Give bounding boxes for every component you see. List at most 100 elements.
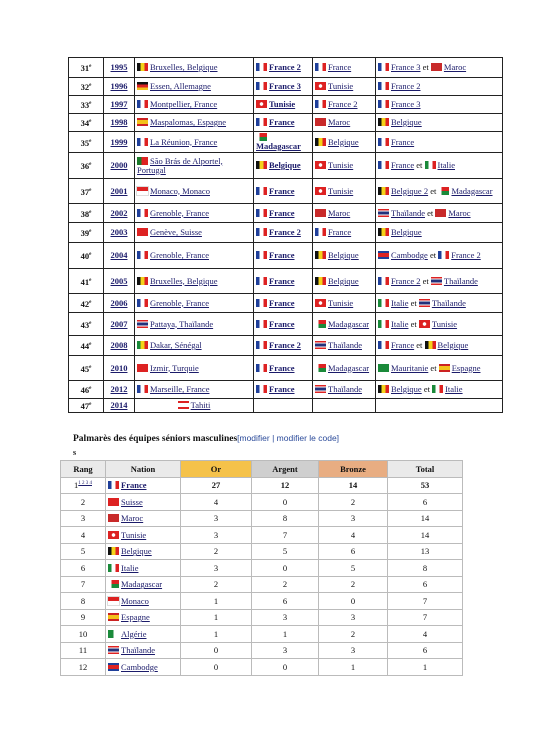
- host-link[interactable]: Bruxelles, Belgique: [150, 62, 218, 72]
- team-link[interactable]: France 2: [391, 81, 421, 91]
- host-link[interactable]: São Brás de Alportel, Portugal: [137, 155, 223, 175]
- year-link[interactable]: 2003: [110, 227, 128, 237]
- host-link[interactable]: Grenoble, France: [150, 250, 210, 260]
- host-link[interactable]: La Réunion, France: [150, 136, 218, 147]
- host-link[interactable]: Monaco, Monaco: [150, 185, 210, 196]
- year-link[interactable]: 2000: [110, 160, 128, 170]
- host-link[interactable]: Grenoble, France: [150, 297, 210, 308]
- nation-link[interactable]: Thaïlande: [121, 645, 155, 656]
- host-link[interactable]: Marseille, France: [150, 384, 210, 394]
- team-link[interactable]: Madagascar: [328, 318, 370, 329]
- team-link[interactable]: France 3: [391, 62, 421, 72]
- year-link[interactable]: 1998: [110, 117, 128, 127]
- team-link[interactable]: Thaïlande: [328, 340, 362, 350]
- year-link[interactable]: 2006: [110, 297, 128, 308]
- team-link[interactable]: Maroc: [328, 207, 351, 218]
- team-link[interactable]: Italie: [391, 297, 409, 308]
- year-link[interactable]: 2004: [110, 250, 128, 260]
- nation-link[interactable]: Monaco: [121, 595, 149, 606]
- nation-link[interactable]: Belgique: [121, 546, 152, 557]
- team-link[interactable]: Thaïlande: [431, 297, 466, 308]
- team-link[interactable]: Thaïlande: [328, 384, 362, 394]
- host-link[interactable]: Grenoble, France: [150, 207, 210, 218]
- year-link[interactable]: 2014: [110, 400, 128, 410]
- team-link[interactable]: France: [328, 62, 352, 72]
- team-link[interactable]: France 2: [269, 227, 301, 237]
- team-link[interactable]: France: [269, 117, 295, 127]
- team-link[interactable]: Italie: [445, 384, 463, 394]
- team-link[interactable]: Thaïlande: [443, 275, 478, 286]
- team-link[interactable]: Italie: [437, 160, 455, 170]
- team-link[interactable]: Mauritanie: [391, 362, 429, 373]
- host-link[interactable]: Pattaya, Thaïlande: [150, 318, 214, 329]
- team-link[interactable]: France 3: [269, 81, 301, 91]
- team-link[interactable]: France 3: [391, 99, 421, 109]
- year-link[interactable]: 2005: [110, 275, 128, 286]
- team-link[interactable]: Madagascar: [328, 362, 370, 373]
- team-link[interactable]: France 2: [269, 62, 301, 72]
- year-link[interactable]: 2010: [110, 362, 128, 373]
- edit-links[interactable]: [modifier | modifier le code]: [237, 433, 340, 443]
- year-link[interactable]: 2001: [110, 185, 128, 196]
- host-link[interactable]: Bruxelles, Belgique: [150, 275, 218, 286]
- year-link[interactable]: 1996: [110, 81, 128, 91]
- team-link[interactable]: France: [269, 207, 295, 218]
- team-link[interactable]: France 2: [269, 340, 301, 350]
- year-link[interactable]: 2007: [110, 318, 128, 329]
- team-link[interactable]: Belgique: [391, 117, 422, 127]
- nation-link[interactable]: Algérie: [121, 628, 147, 639]
- team-link[interactable]: Tunisie: [328, 297, 354, 308]
- team-link[interactable]: Belgique: [328, 250, 359, 260]
- year-link[interactable]: 1999: [110, 136, 128, 147]
- team-link[interactable]: Belgique 2: [391, 185, 429, 196]
- team-link[interactable]: Belgique: [269, 160, 301, 170]
- nation-link[interactable]: Espagne: [121, 612, 150, 623]
- team-link[interactable]: France: [391, 160, 415, 170]
- nation-link[interactable]: Cambodge: [121, 661, 158, 672]
- nation-link[interactable]: France: [121, 480, 147, 491]
- host-link[interactable]: Izmir, Turquie: [150, 362, 199, 373]
- team-link[interactable]: Madagascar: [451, 185, 493, 196]
- team-link[interactable]: Maroc: [328, 117, 351, 127]
- team-link[interactable]: Tunisie: [328, 81, 354, 91]
- year-link[interactable]: 2002: [110, 207, 128, 218]
- nation-link[interactable]: Maroc: [121, 513, 144, 524]
- team-link[interactable]: Belgique: [437, 340, 469, 350]
- team-link[interactable]: Tunisie: [328, 160, 354, 170]
- host-link[interactable]: Maspalomas, Espagne: [150, 117, 227, 127]
- team-link[interactable]: France: [269, 384, 295, 394]
- team-link[interactable]: Belgique: [391, 384, 422, 394]
- team-link[interactable]: France: [269, 297, 295, 308]
- team-link[interactable]: Tunisie: [431, 318, 458, 329]
- team-link[interactable]: Belgique: [328, 136, 359, 147]
- team-link[interactable]: Tunisie: [328, 185, 354, 196]
- nation-link[interactable]: Tunisie: [121, 529, 147, 540]
- team-link[interactable]: Cambodge: [391, 250, 428, 260]
- team-link[interactable]: France: [269, 185, 295, 196]
- host-link[interactable]: Genève, Suisse: [150, 227, 202, 237]
- host-link[interactable]: Montpellier, France: [150, 99, 218, 109]
- team-link[interactable]: Maroc: [443, 62, 467, 72]
- team-link[interactable]: France: [269, 362, 295, 373]
- team-link[interactable]: Belgique: [391, 227, 422, 237]
- nation-link[interactable]: Madagascar: [121, 579, 163, 590]
- team-link[interactable]: France: [269, 275, 295, 286]
- year-link[interactable]: 1995: [110, 62, 128, 72]
- team-link[interactable]: Italie: [391, 318, 409, 329]
- team-link[interactable]: France: [391, 340, 415, 350]
- team-link[interactable]: France: [269, 318, 295, 329]
- team-link[interactable]: France 2: [328, 99, 358, 109]
- team-link[interactable]: France 2: [451, 250, 481, 260]
- team-link[interactable]: Madagascar: [256, 141, 301, 151]
- nation-link[interactable]: Suisse: [121, 496, 143, 507]
- year-link[interactable]: 2008: [110, 340, 128, 350]
- rank-notes[interactable]: 1 2 3 4: [78, 481, 92, 487]
- team-link[interactable]: Espagne: [451, 362, 481, 373]
- team-link[interactable]: France 2: [391, 275, 421, 286]
- year-link[interactable]: 1997: [110, 99, 128, 109]
- year-link[interactable]: 2012: [110, 384, 128, 394]
- team-link[interactable]: France: [328, 227, 352, 237]
- team-link[interactable]: France: [391, 136, 415, 147]
- team-link[interactable]: Thaïlande: [391, 207, 425, 218]
- team-link[interactable]: France: [269, 250, 295, 260]
